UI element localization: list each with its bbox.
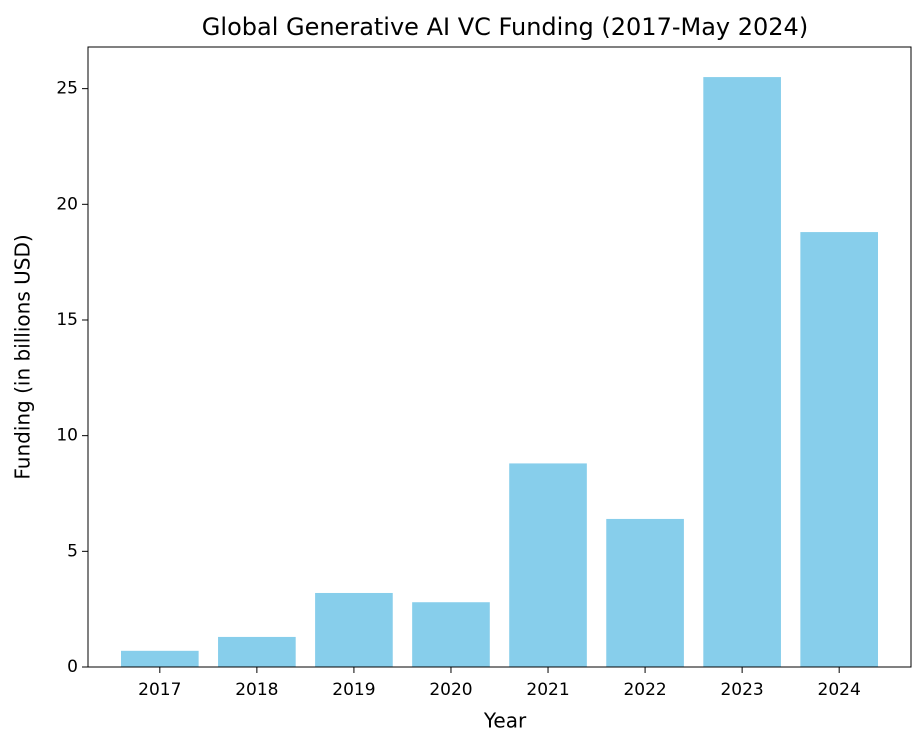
x-tick-label: 2017 bbox=[138, 680, 181, 700]
y-tick-label: 20 bbox=[56, 194, 78, 214]
x-tick-label: 2019 bbox=[332, 680, 375, 700]
y-axis-label: Funding (in billions USD) bbox=[11, 234, 35, 479]
x-tick-label: 2018 bbox=[235, 680, 278, 700]
chart-title: Global Generative AI VC Funding (2017-Ma… bbox=[202, 13, 808, 41]
bar bbox=[412, 602, 490, 667]
y-tick-label: 25 bbox=[56, 79, 78, 99]
x-tick-label: 2020 bbox=[429, 680, 472, 700]
x-tick-label: 2023 bbox=[720, 680, 763, 700]
bar bbox=[800, 232, 879, 667]
plot-frame bbox=[87, 46, 912, 668]
bar bbox=[703, 77, 781, 667]
bar bbox=[120, 650, 199, 667]
y-tick-label: 0 bbox=[67, 657, 78, 677]
x-axis-label: Year bbox=[483, 709, 527, 733]
x-tick-label: 2022 bbox=[623, 680, 666, 700]
bar bbox=[315, 592, 393, 667]
bar bbox=[509, 463, 587, 667]
y-tick-label: 5 bbox=[67, 541, 78, 561]
y-tick-label: 10 bbox=[56, 426, 78, 446]
y-tick-label: 15 bbox=[56, 310, 78, 330]
x-tick-label: 2024 bbox=[818, 680, 861, 700]
bar bbox=[218, 636, 296, 667]
x-tick-label: 2021 bbox=[526, 680, 569, 700]
bar bbox=[606, 518, 684, 667]
